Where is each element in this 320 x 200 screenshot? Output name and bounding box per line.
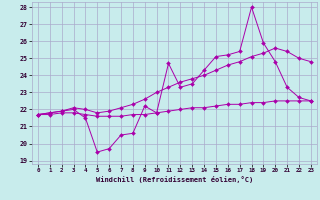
X-axis label: Windchill (Refroidissement éolien,°C): Windchill (Refroidissement éolien,°C)	[96, 176, 253, 183]
